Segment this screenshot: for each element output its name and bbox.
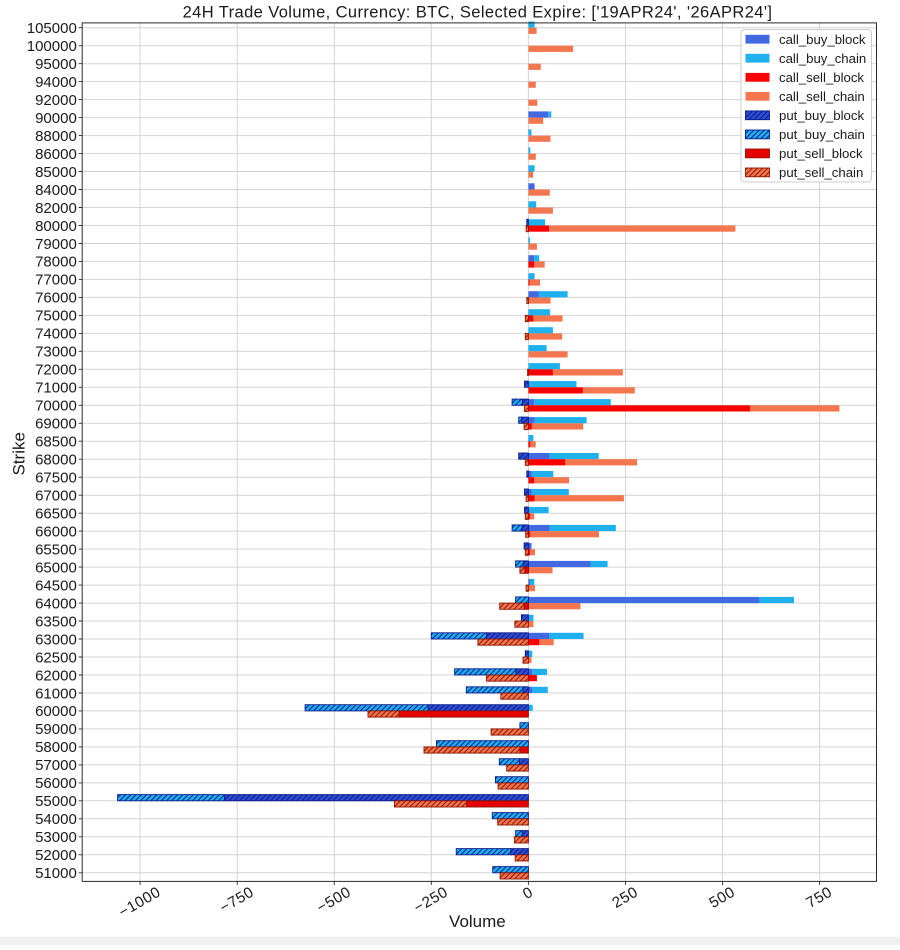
svg-text:52000: 52000 bbox=[35, 847, 77, 864]
svg-text:67000: 67000 bbox=[35, 488, 77, 505]
svg-text:69000: 69000 bbox=[35, 416, 77, 433]
svg-text:63500: 63500 bbox=[35, 613, 77, 630]
svg-text:57000: 57000 bbox=[35, 757, 77, 774]
svg-text:51000: 51000 bbox=[35, 865, 77, 882]
svg-text:put_buy_block: put_buy_block bbox=[779, 108, 864, 123]
svg-text:Volume: Volume bbox=[449, 912, 506, 931]
svg-text:78000: 78000 bbox=[35, 254, 77, 271]
svg-text:82000: 82000 bbox=[35, 200, 77, 217]
svg-text:95000: 95000 bbox=[35, 56, 77, 73]
svg-text:68500: 68500 bbox=[35, 434, 77, 451]
svg-text:71000: 71000 bbox=[35, 380, 77, 397]
svg-text:62000: 62000 bbox=[35, 667, 77, 684]
svg-text:put_sell_block: put_sell_block bbox=[779, 146, 863, 161]
svg-text:86000: 86000 bbox=[35, 146, 77, 163]
svg-text:put_sell_chain: put_sell_chain bbox=[779, 165, 863, 180]
svg-text:59000: 59000 bbox=[35, 721, 77, 738]
svg-text:call_buy_chain: call_buy_chain bbox=[779, 51, 866, 66]
svg-text:94000: 94000 bbox=[35, 74, 77, 91]
svg-text:62500: 62500 bbox=[35, 649, 77, 666]
svg-text:61000: 61000 bbox=[35, 685, 77, 702]
svg-text:105000: 105000 bbox=[27, 20, 77, 37]
svg-text:88000: 88000 bbox=[35, 128, 77, 145]
svg-text:call_buy_block: call_buy_block bbox=[779, 32, 866, 47]
svg-text:58000: 58000 bbox=[35, 739, 77, 756]
svg-text:53000: 53000 bbox=[35, 829, 77, 846]
svg-text:67500: 67500 bbox=[35, 470, 77, 487]
svg-text:90000: 90000 bbox=[35, 110, 77, 127]
svg-text:66000: 66000 bbox=[35, 523, 77, 540]
svg-text:65500: 65500 bbox=[35, 541, 77, 558]
svg-text:24H Trade Volume, Currency: BT: 24H Trade Volume, Currency: BTC, Selecte… bbox=[183, 3, 773, 21]
svg-text:60000: 60000 bbox=[35, 703, 77, 720]
svg-text:63000: 63000 bbox=[35, 631, 77, 648]
svg-text:65000: 65000 bbox=[35, 559, 77, 576]
svg-text:85000: 85000 bbox=[35, 164, 77, 181]
svg-text:66500: 66500 bbox=[35, 506, 77, 523]
svg-text:80000: 80000 bbox=[35, 218, 77, 235]
svg-text:84000: 84000 bbox=[35, 182, 77, 199]
svg-text:put_buy_chain: put_buy_chain bbox=[779, 127, 865, 142]
svg-text:100000: 100000 bbox=[27, 38, 77, 55]
svg-text:64000: 64000 bbox=[35, 595, 77, 612]
svg-text:74000: 74000 bbox=[35, 326, 77, 343]
svg-text:64500: 64500 bbox=[35, 577, 77, 594]
svg-text:call_sell_chain: call_sell_chain bbox=[779, 89, 865, 104]
svg-text:76000: 76000 bbox=[35, 290, 77, 307]
svg-text:call_sell_block: call_sell_block bbox=[779, 70, 864, 85]
svg-text:70000: 70000 bbox=[35, 398, 77, 415]
svg-text:56000: 56000 bbox=[35, 775, 77, 792]
svg-text:73000: 73000 bbox=[35, 344, 77, 361]
svg-text:92000: 92000 bbox=[35, 92, 77, 109]
svg-text:72000: 72000 bbox=[35, 362, 77, 379]
svg-text:55000: 55000 bbox=[35, 793, 77, 810]
svg-text:54000: 54000 bbox=[35, 811, 77, 828]
svg-text:77000: 77000 bbox=[35, 272, 77, 289]
svg-text:79000: 79000 bbox=[35, 236, 77, 253]
svg-text:Strike: Strike bbox=[10, 432, 29, 475]
svg-text:75000: 75000 bbox=[35, 308, 77, 325]
svg-text:68000: 68000 bbox=[35, 452, 77, 469]
